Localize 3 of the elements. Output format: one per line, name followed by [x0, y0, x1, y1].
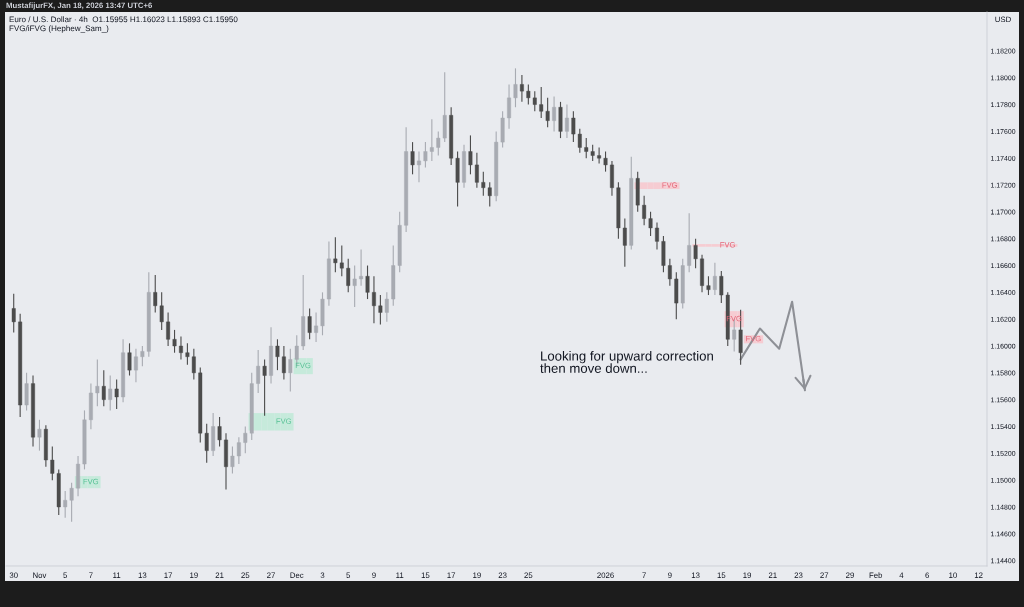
annotation: Looking for upward correction then move down... [540, 351, 713, 373]
text: FVG/iFVG (Hephew_Sam_) [9, 25, 109, 33]
chart-title: Euro / U.S. Dollar · 4h O1.15955 H1.16023 L1.15893 C1.15950 [9, 16, 238, 23]
